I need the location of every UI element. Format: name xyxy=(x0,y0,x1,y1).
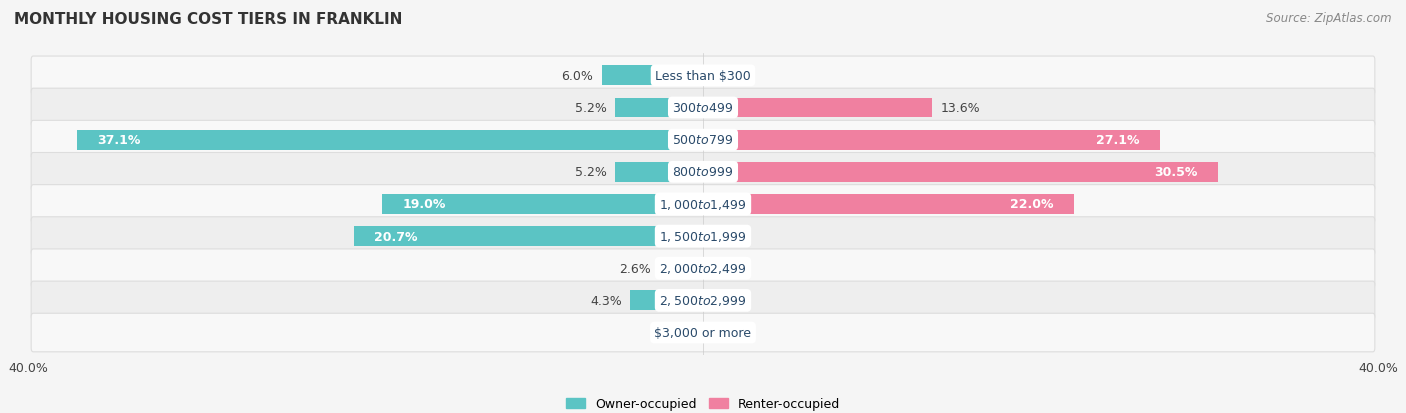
Bar xyxy=(659,259,703,278)
Text: 22.0%: 22.0% xyxy=(1011,198,1054,211)
Text: 0.0%: 0.0% xyxy=(711,262,744,275)
FancyBboxPatch shape xyxy=(31,57,1375,95)
Text: 20.7%: 20.7% xyxy=(374,230,418,243)
Text: 27.1%: 27.1% xyxy=(1097,134,1140,147)
Text: 0.0%: 0.0% xyxy=(711,326,744,339)
Text: $300 to $499: $300 to $499 xyxy=(672,102,734,115)
Bar xyxy=(77,131,703,150)
Bar xyxy=(703,195,1074,214)
Bar xyxy=(703,162,1218,182)
Legend: Owner-occupied, Renter-occupied: Owner-occupied, Renter-occupied xyxy=(561,392,845,413)
Text: 0.0%: 0.0% xyxy=(711,294,744,307)
Text: $500 to $799: $500 to $799 xyxy=(672,134,734,147)
Text: $1,000 to $1,499: $1,000 to $1,499 xyxy=(659,197,747,211)
Text: $800 to $999: $800 to $999 xyxy=(672,166,734,179)
FancyBboxPatch shape xyxy=(31,153,1375,192)
Bar xyxy=(616,162,703,182)
FancyBboxPatch shape xyxy=(31,121,1375,159)
Bar xyxy=(703,131,1160,150)
Text: 30.5%: 30.5% xyxy=(1154,166,1198,179)
Text: Less than $300: Less than $300 xyxy=(655,70,751,83)
Bar xyxy=(354,227,703,247)
FancyBboxPatch shape xyxy=(31,249,1375,288)
Text: 4.3%: 4.3% xyxy=(591,294,621,307)
Text: $3,000 or more: $3,000 or more xyxy=(655,326,751,339)
Text: 19.0%: 19.0% xyxy=(402,198,446,211)
FancyBboxPatch shape xyxy=(31,281,1375,320)
Text: 2.6%: 2.6% xyxy=(619,262,651,275)
Text: MONTHLY HOUSING COST TIERS IN FRANKLIN: MONTHLY HOUSING COST TIERS IN FRANKLIN xyxy=(14,12,402,27)
Text: $2,000 to $2,499: $2,000 to $2,499 xyxy=(659,261,747,275)
FancyBboxPatch shape xyxy=(31,313,1375,352)
Text: $1,500 to $1,999: $1,500 to $1,999 xyxy=(659,230,747,244)
Text: $2,500 to $2,999: $2,500 to $2,999 xyxy=(659,294,747,308)
Text: 0.0%: 0.0% xyxy=(711,70,744,83)
Bar xyxy=(630,291,703,311)
Bar xyxy=(703,98,932,118)
Text: Source: ZipAtlas.com: Source: ZipAtlas.com xyxy=(1267,12,1392,25)
Text: 0.0%: 0.0% xyxy=(662,326,695,339)
Text: 0.0%: 0.0% xyxy=(711,230,744,243)
Text: 37.1%: 37.1% xyxy=(97,134,141,147)
FancyBboxPatch shape xyxy=(31,185,1375,224)
Text: 5.2%: 5.2% xyxy=(575,102,607,115)
Text: 6.0%: 6.0% xyxy=(561,70,593,83)
Bar xyxy=(602,66,703,86)
Bar xyxy=(616,98,703,118)
FancyBboxPatch shape xyxy=(31,89,1375,128)
FancyBboxPatch shape xyxy=(31,217,1375,256)
Text: 5.2%: 5.2% xyxy=(575,166,607,179)
Text: 13.6%: 13.6% xyxy=(941,102,980,115)
Bar xyxy=(382,195,703,214)
